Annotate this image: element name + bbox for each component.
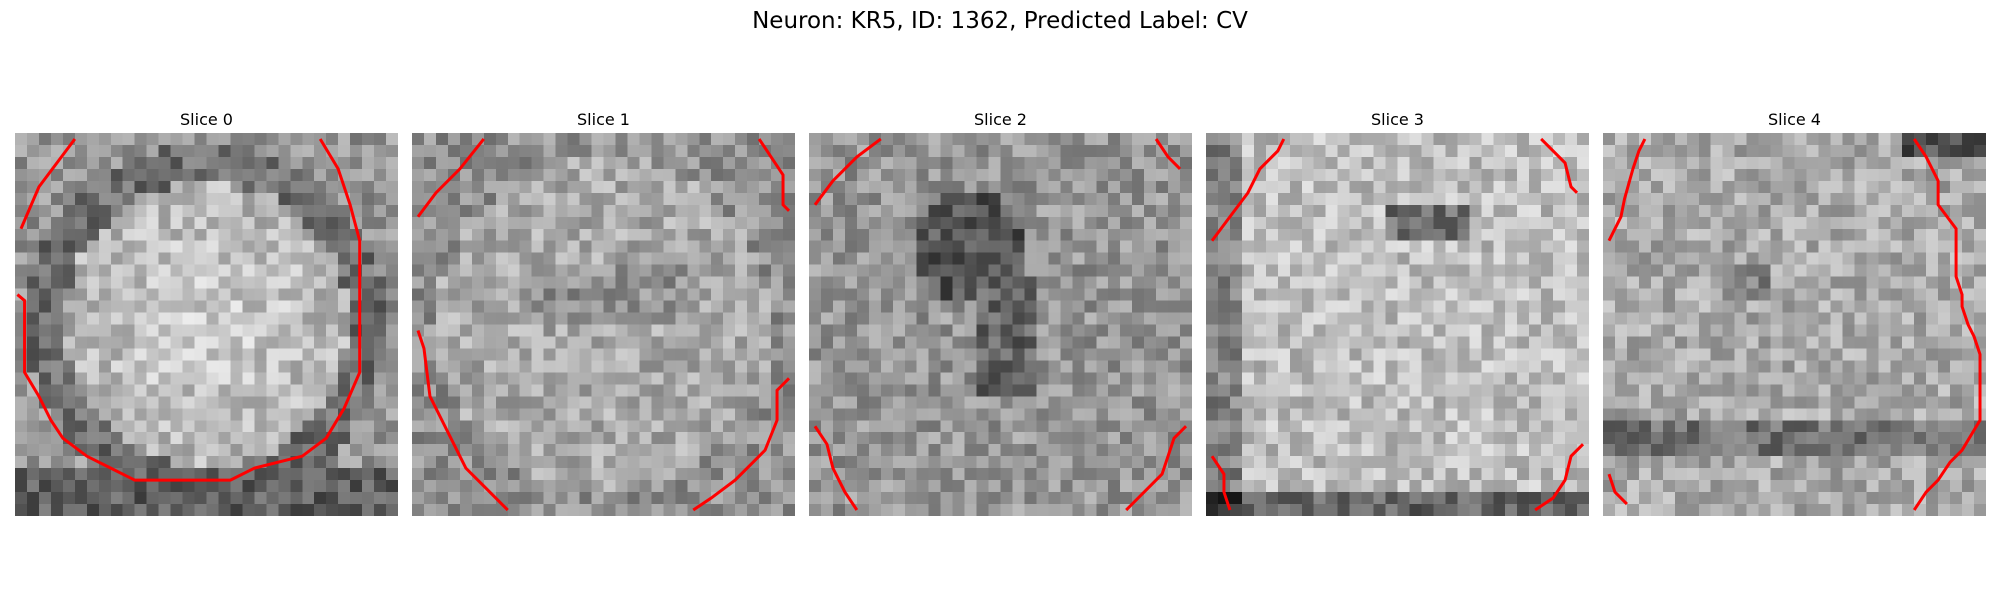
cell-contour [813, 425, 859, 511]
slice-title: Slice 1 [577, 110, 630, 129]
cell-contour [416, 138, 485, 218]
pixel-grid [1206, 133, 1589, 516]
cell-contour [1534, 443, 1585, 512]
cell-contour [757, 138, 791, 212]
cell-contour [19, 138, 77, 230]
slice-image [1206, 133, 1589, 516]
cell-contour [1607, 138, 1647, 242]
cell-contour [1210, 138, 1286, 242]
cell-contour [1125, 425, 1188, 512]
cell-contour [416, 330, 509, 512]
pixel-grid [412, 133, 795, 516]
cell-contour [1607, 473, 1628, 506]
slice-image [809, 133, 1192, 516]
slice-image [1603, 133, 1986, 516]
slice-title: Slice 2 [974, 110, 1027, 129]
slice-image [412, 133, 795, 516]
slice-title: Slice 4 [1768, 110, 1821, 129]
cell-contour [692, 377, 791, 512]
slice-title: Slice 0 [180, 110, 233, 129]
pixel-grid [15, 133, 398, 516]
slice-title: Slice 3 [1371, 110, 1424, 129]
figure-title: Neuron: KR5, ID: 1362, Predicted Label: … [752, 8, 1248, 34]
pixel-grid [1603, 133, 1986, 516]
slice-image [15, 133, 398, 516]
pixel-grid [809, 133, 1192, 516]
cell-contour [1912, 138, 1982, 511]
cell-contour [813, 137, 882, 206]
cell-contour [1154, 138, 1182, 170]
cell-contour [16, 138, 362, 482]
cell-contour [1540, 137, 1579, 194]
cell-contour [1210, 455, 1232, 511]
